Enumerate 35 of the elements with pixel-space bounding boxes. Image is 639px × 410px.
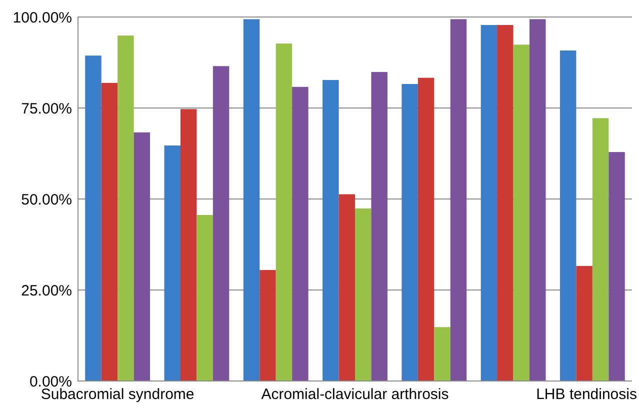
bar	[592, 118, 609, 381]
bar	[480, 25, 498, 381]
bar	[576, 266, 592, 381]
y-tick-label: 25.00%	[21, 282, 72, 300]
bar	[608, 152, 625, 381]
x-tick-label: Subacromial syndrome	[40, 386, 194, 403]
y-tick-label: 50.00%	[21, 191, 72, 208]
bar	[243, 19, 260, 381]
x-tick-label: LHB tendinosis	[536, 386, 637, 403]
bar	[276, 44, 292, 381]
bar	[85, 56, 102, 381]
bar	[530, 19, 546, 381]
bar	[322, 80, 339, 381]
bar	[418, 78, 434, 381]
bar	[260, 270, 276, 381]
bar	[371, 72, 388, 381]
bar	[212, 66, 230, 381]
bar	[450, 19, 467, 381]
bar	[196, 215, 213, 381]
bar	[101, 82, 118, 381]
bar	[402, 84, 418, 381]
bar	[560, 50, 576, 381]
bar	[134, 132, 150, 381]
bar	[513, 44, 530, 381]
bar	[338, 194, 355, 381]
bar	[355, 208, 372, 381]
bar	[164, 145, 180, 381]
y-tick-label: 75.00%	[21, 100, 72, 118]
bar	[180, 109, 197, 381]
bar	[497, 25, 514, 381]
bar	[434, 327, 450, 381]
y-tick-label: 100.00%	[12, 9, 72, 26]
x-tick-label: Acromial-clavicular arthrosis	[261, 386, 449, 403]
bar	[118, 36, 134, 381]
bar	[292, 86, 308, 381]
